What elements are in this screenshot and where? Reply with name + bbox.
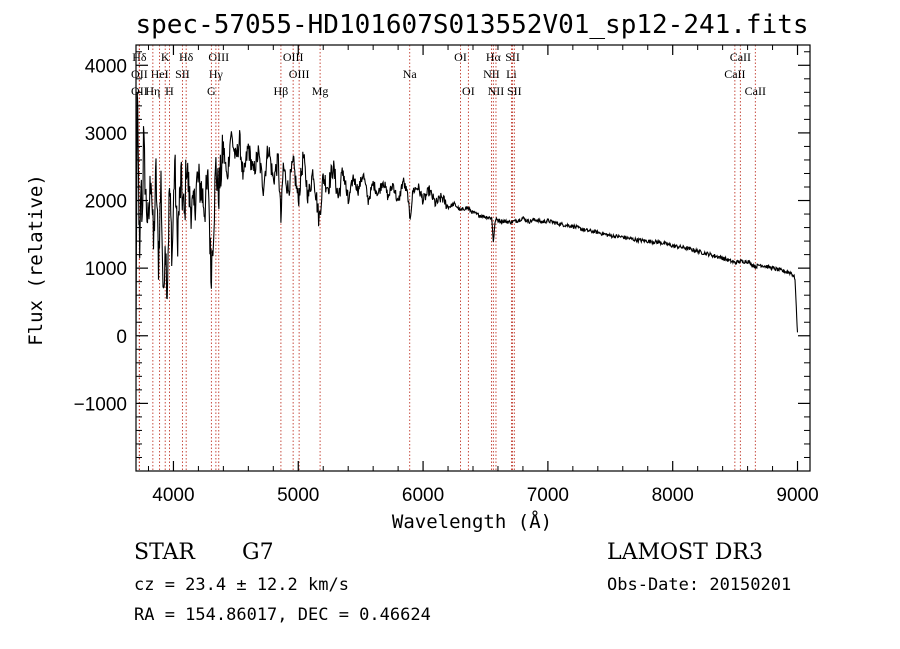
- spectral-line-label: Li: [506, 67, 517, 81]
- x-tick-label: 6000: [402, 485, 444, 506]
- spectral-line-label: K: [161, 50, 170, 64]
- y-tick-label: 2000: [85, 192, 127, 213]
- y-tick-label: 3000: [85, 124, 127, 145]
- axis-ticks: 4000 5000 6000 7000 8000 9000 −1000 0 1000 2000 30…: [74, 45, 819, 506]
- spectral-line-label: Mg: [312, 84, 329, 98]
- spectral-line-label: OII: [131, 84, 148, 98]
- y-axis-label: Flux (relative): [25, 174, 47, 346]
- sky-coordinates: RA = 154.86017, DEC = 0.46624: [134, 605, 431, 625]
- y-tick-label: −1000: [74, 394, 127, 415]
- spectral-line-label: OI: [454, 50, 467, 64]
- x-tick-label: 7000: [527, 485, 569, 506]
- spectral-line-label: OI: [462, 84, 475, 98]
- y-tick-label: 4000: [85, 56, 127, 77]
- redshift-velocity: cz = 23.4 ± 12.2 km/s: [134, 575, 349, 595]
- plot-frame: [135, 44, 811, 472]
- y-tick-label: 0: [116, 327, 127, 348]
- spectral-line-label: SII: [175, 67, 190, 81]
- spectral-line-label: Na: [403, 67, 418, 81]
- object-class: STAR: [134, 540, 196, 565]
- object-subclass: G7: [242, 540, 274, 565]
- x-axis-label: Wavelength (Å): [392, 510, 552, 533]
- spectrum-line: [135, 92, 799, 336]
- spectral-line-label: CaII: [724, 67, 745, 81]
- spectral-line-label: G: [207, 84, 216, 98]
- spectral-line-label: HeI: [151, 67, 169, 81]
- spectral-line-label: Hδ: [179, 50, 194, 64]
- spectral-line-label: NII: [488, 84, 505, 98]
- observation-date: Obs-Date: 20150201: [607, 575, 791, 595]
- spectral-line-label: CaII: [745, 84, 766, 98]
- x-tick-label: 9000: [776, 485, 818, 506]
- spectral-line-label: Hβ: [274, 84, 289, 98]
- x-tick-label: 8000: [652, 485, 694, 506]
- spectral-line-label: OIII: [289, 67, 310, 81]
- spectral-line-label: OIII: [208, 50, 229, 64]
- spectral-line-label: SII: [505, 50, 520, 64]
- y-tick-label: 1000: [85, 259, 127, 280]
- spectral-line-label: Hα: [486, 50, 502, 64]
- x-tick-label: 5000: [277, 485, 319, 506]
- spectral-line-label: Hγ: [209, 67, 224, 81]
- spectral-line-label: CaII: [730, 50, 751, 64]
- x-tick-label: 4000: [152, 485, 194, 506]
- spectral-line-label: SII: [507, 84, 522, 98]
- spectral-line-label: H: [165, 84, 174, 98]
- spectral-line-label: NII: [483, 67, 500, 81]
- survey-name: LAMOST DR3: [607, 540, 763, 565]
- spectral-line-label: OIII: [283, 50, 304, 64]
- chart-title: spec-57055-HD101607S013552V01_sp12-241.f…: [135, 10, 808, 40]
- spectral-line-label: Hη: [145, 84, 160, 98]
